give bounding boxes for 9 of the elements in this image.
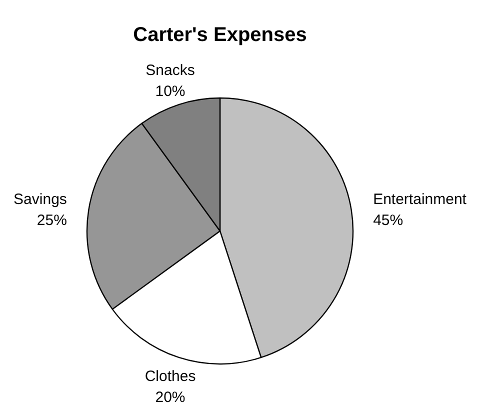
data-label: 25% xyxy=(36,212,67,229)
slice-label: Snacks xyxy=(146,62,195,79)
data-label: 45% xyxy=(373,212,404,229)
data-label: 20% xyxy=(155,389,186,406)
slice-label: Clothes xyxy=(144,368,196,386)
slice-label: Entertainment xyxy=(373,190,468,208)
slice-label: Savings xyxy=(14,190,67,208)
chart-title: Carter's Expenses xyxy=(133,24,307,46)
data-label: 10% xyxy=(155,82,186,100)
